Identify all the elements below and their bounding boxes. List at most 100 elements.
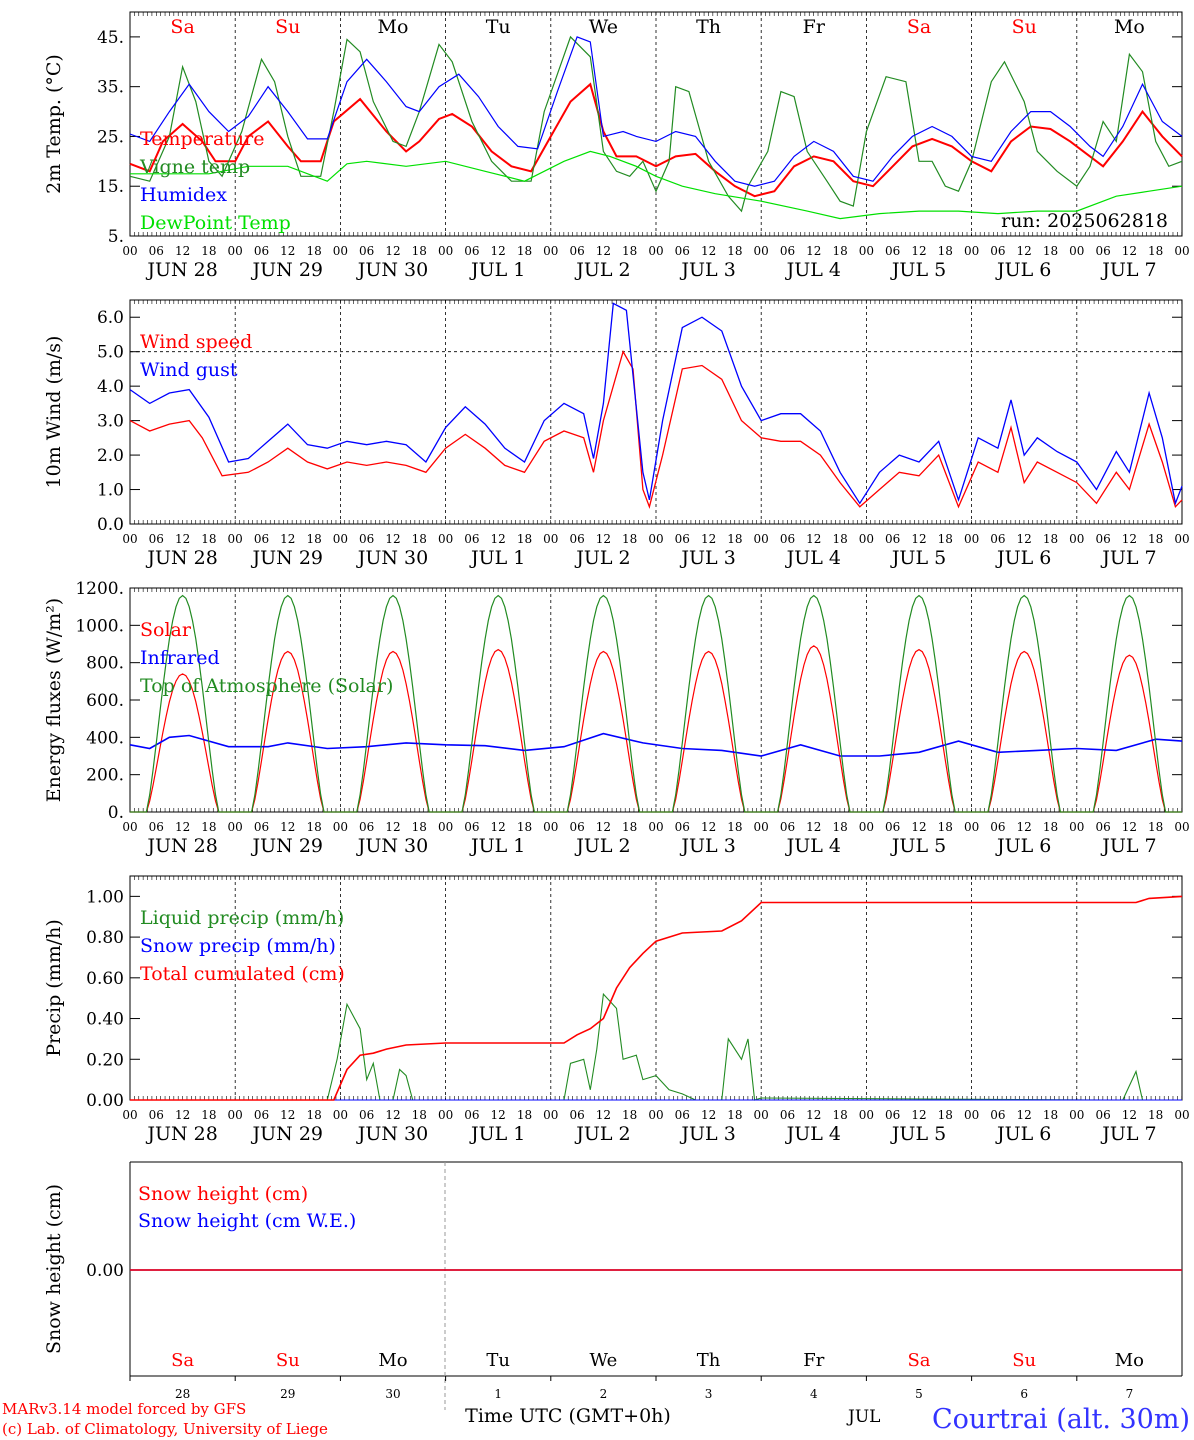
x-day-label: JUL 1 <box>469 835 525 857</box>
x-hour-label: 06 <box>990 820 1005 834</box>
x-hour-label: 06 <box>1095 1108 1110 1122</box>
x-hour-label: 06 <box>359 1108 374 1122</box>
x-hour-label: 06 <box>569 532 584 546</box>
x-day-label: JUN 29 <box>251 259 323 281</box>
x-axis-labels-2: 00 06 12 18 00 06 12 18 00 06 12 18 00 06 12 18 00 06 12 18… <box>122 532 1189 569</box>
x-hour-label: 18 <box>1148 820 1163 834</box>
x-axis-labels-3: 00 06 12 18 00 06 12 18 00 06 12 18 00 06 12 18 00 06 12 18… <box>122 820 1189 857</box>
x-hour-label: 00 <box>438 820 453 834</box>
x-hour-label: 18 <box>832 1108 847 1122</box>
x-day-label: JUN 28 <box>145 835 217 857</box>
x-hour-label: 12 <box>1122 244 1137 258</box>
x-day-label: JUL 2 <box>574 835 630 857</box>
x-hour-label: 06 <box>359 820 374 834</box>
y-tick-label: 0.00 <box>86 1091 124 1111</box>
x-hour-label: 18 <box>727 820 742 834</box>
x-hour-label: 00 <box>122 820 137 834</box>
x-hour-label: 00 <box>333 820 348 834</box>
legend-dewpoint-temp: DewPoint Temp <box>140 212 291 234</box>
x-hour-label: 06 <box>569 244 584 258</box>
day-number-label: 30 <box>385 1387 400 1401</box>
month-label: JUL <box>846 1407 880 1427</box>
x-hour-label: 00 <box>648 532 663 546</box>
x-hour-label: 00 <box>964 244 979 258</box>
y-axis-title-1: 2m Temp. (°C) <box>43 54 65 194</box>
x-hour-label: 18 <box>412 532 427 546</box>
x-hour-label: 18 <box>306 1108 321 1122</box>
x-hour-label: 06 <box>675 1108 690 1122</box>
x-hour-label: 06 <box>780 244 795 258</box>
x-hour-label: 06 <box>780 532 795 546</box>
x-hour-label: 18 <box>622 244 637 258</box>
x-hour-label: 00 <box>754 1108 769 1122</box>
x-hour-label: 06 <box>885 1108 900 1122</box>
x-hour-label: 12 <box>596 820 611 834</box>
weekday-label: Tu <box>486 1350 510 1371</box>
x-hour-label: 06 <box>254 1108 269 1122</box>
y-tick-label: 4.0 <box>97 377 124 397</box>
x-hour-label: 12 <box>806 244 821 258</box>
x-hour-label: 12 <box>491 244 506 258</box>
x-hour-label: 06 <box>569 820 584 834</box>
x-hour-label: 18 <box>727 244 742 258</box>
day-number-label: 3 <box>705 1387 713 1401</box>
panel-1: 5. 15. 25. 35. 45. Sa Su Mo Tu We Th Fr Sa Su Mo Temper… <box>97 11 1183 247</box>
day-number-label: 6 <box>1020 1387 1028 1401</box>
x-hour-label: 06 <box>990 244 1005 258</box>
x-hour-label: 00 <box>1069 244 1084 258</box>
x-day-label: JUL 6 <box>995 1123 1051 1145</box>
y-tick-label: 5. <box>108 227 124 247</box>
x-day-label: JUL 6 <box>995 835 1051 857</box>
x-hour-label: 06 <box>675 820 690 834</box>
x-hour-label: 00 <box>228 1108 243 1122</box>
series-line-dewpoint-temp <box>130 150 1183 220</box>
x-day-label: JUN 30 <box>356 547 428 569</box>
x-hour-label: 12 <box>911 1108 926 1122</box>
panel-3: 0. 200. 400. 600. 800. 1000. 1200. Solar Infrare… <box>75 579 1183 823</box>
x-day-label: JUL 4 <box>785 1123 841 1145</box>
y-tick-label: 400. <box>86 728 124 748</box>
weekday-label: Tu <box>486 16 511 38</box>
weekday-label: Su <box>276 1350 300 1371</box>
y-axis-title-3: Energy fluxes (W/m²) <box>43 598 65 802</box>
x-hour-label: 12 <box>911 820 926 834</box>
x-hour-label: 12 <box>175 820 190 834</box>
y-tick-label: 0.40 <box>86 1010 124 1030</box>
x-hour-label: 06 <box>254 820 269 834</box>
x-hour-label: 00 <box>333 1108 348 1122</box>
day-number-label: 28 <box>175 1387 190 1401</box>
x-hour-label: 00 <box>754 532 769 546</box>
x-day-label: JUL 1 <box>469 1123 525 1145</box>
x-hour-label: 06 <box>780 1108 795 1122</box>
x-day-label: JUL 3 <box>679 547 735 569</box>
x-hour-label: 12 <box>701 820 716 834</box>
run-annotation: run: 2025062818 <box>1001 210 1168 232</box>
legend-temperature: Temperature <box>140 128 264 150</box>
x-day-label: JUL 5 <box>890 1123 946 1145</box>
weekday-label: Mo <box>378 1350 407 1371</box>
x-hour-label: 18 <box>1148 1108 1163 1122</box>
x-day-label: JUL 5 <box>890 835 946 857</box>
x-hour-label: 06 <box>885 820 900 834</box>
series-line-wind-gust <box>129 302 1183 506</box>
x-hour-label: 06 <box>464 1108 479 1122</box>
x-day-label: JUN 30 <box>356 259 428 281</box>
x-hour-label: 06 <box>464 532 479 546</box>
x-hour-label: 06 <box>1095 532 1110 546</box>
x-hour-label: 12 <box>596 244 611 258</box>
x-hour-label: 12 <box>280 1108 295 1122</box>
y-axis-title-4: Precip (mm/h) <box>43 919 65 1057</box>
x-hour-label: 12 <box>911 532 926 546</box>
x-day-label: JUN 28 <box>145 547 217 569</box>
x-hour-label: 12 <box>701 1108 716 1122</box>
x-hour-label: 00 <box>122 532 137 546</box>
panel-4: 0.00 0.20 0.40 0.60 0.80 1.00 Liquid precip (m… <box>86 875 1183 1111</box>
x-hour-label: 12 <box>1017 1108 1032 1122</box>
day-number-label: 1 <box>494 1387 502 1401</box>
x-axis-labels-1: 00 06 12 18 00 06 12 18 00 06 12 18 00 06 12 18 00 06 12 18… <box>122 244 1189 281</box>
x-hour-label: 18 <box>1043 820 1058 834</box>
x-hour-label: 00 <box>438 244 453 258</box>
x-hour-label: 00 <box>648 820 663 834</box>
x-hour-label: 12 <box>1122 532 1137 546</box>
x-hour-label: 00 <box>964 820 979 834</box>
